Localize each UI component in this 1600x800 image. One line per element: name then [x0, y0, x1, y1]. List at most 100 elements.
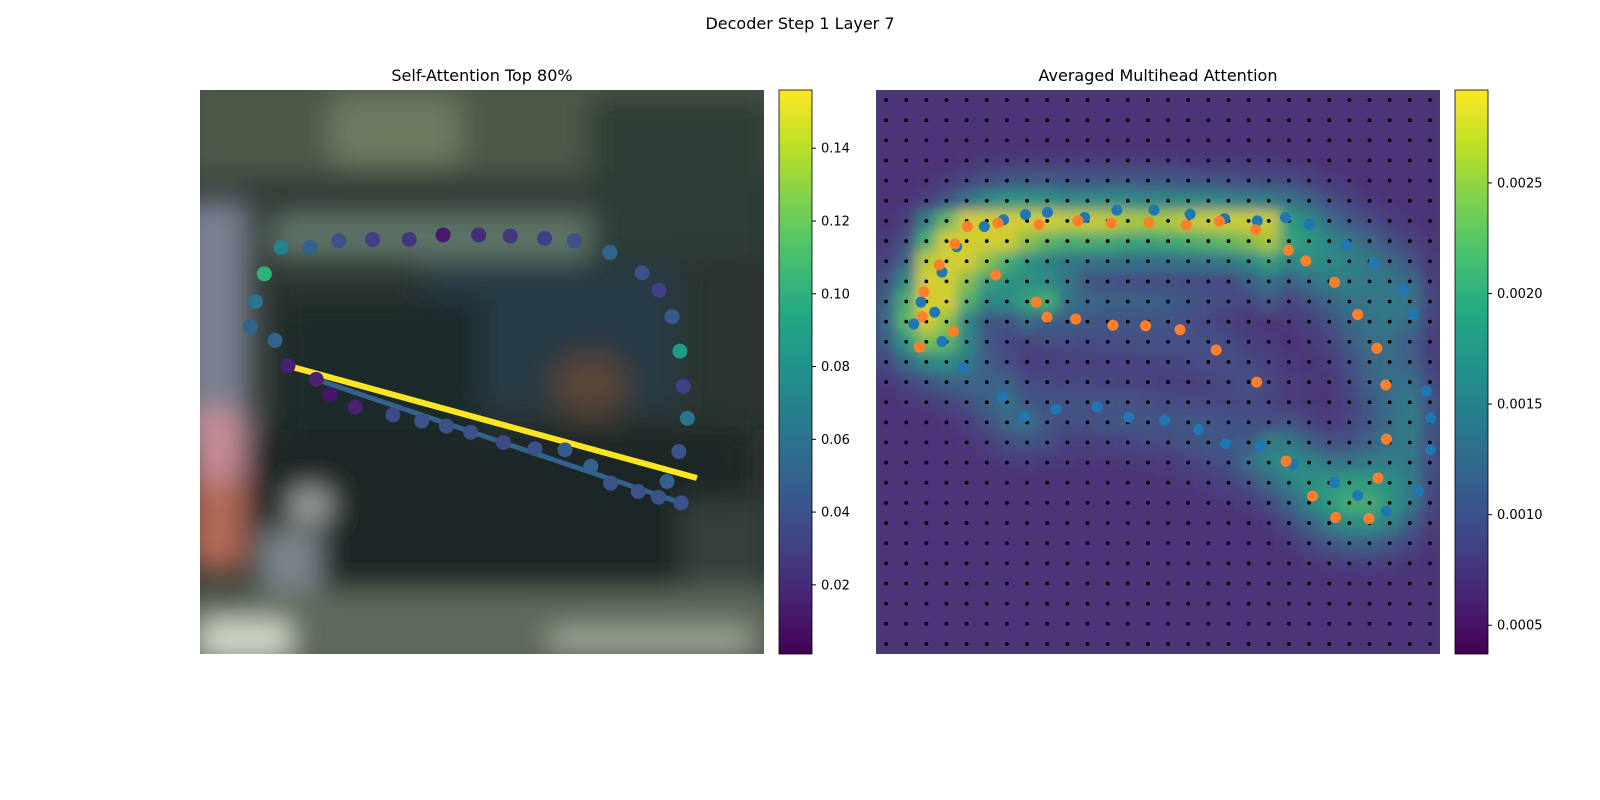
- grid-dot: [1226, 642, 1231, 646]
- grid-dot: [1367, 219, 1372, 223]
- grid-dot: [1005, 460, 1009, 465]
- keypoint-marker: [435, 227, 451, 243]
- grid-dot: [1367, 480, 1372, 485]
- keypoint-marker: [347, 399, 363, 415]
- right-panel: Averaged Multihead Attention 0.0005 0.001…: [876, 66, 1543, 655]
- grid-dot: [884, 138, 888, 143]
- keypoint-marker: [331, 233, 347, 249]
- grid-dot: [1327, 581, 1332, 586]
- grid-dot: [1287, 521, 1291, 525]
- grid-dot: [1387, 561, 1392, 566]
- grid-dot: [1186, 299, 1191, 304]
- grid-dot: [1367, 279, 1372, 284]
- grid-dot: [1287, 642, 1291, 646]
- grid-dot: [1125, 239, 1130, 243]
- blue-keypoint: [1019, 209, 1031, 221]
- left-panel: Self-Attention Top 80%: [200, 66, 850, 655]
- grid-dot: [1287, 440, 1291, 445]
- grid-dot: [1287, 581, 1291, 586]
- grid-dot: [944, 259, 949, 264]
- grid-dot: [1186, 440, 1191, 445]
- grid-dot: [1206, 541, 1211, 546]
- grid-dot: [1206, 420, 1211, 425]
- grid-dot: [1125, 178, 1130, 183]
- grid-dot: [1407, 339, 1412, 344]
- grid-dot: [1105, 259, 1110, 264]
- grid-dot: [1226, 380, 1231, 384]
- grid-dot: [1186, 541, 1191, 546]
- grid-dot: [1186, 581, 1191, 586]
- grid-dot: [1105, 541, 1110, 546]
- grid-dot: [1226, 138, 1231, 143]
- grid-dot: [1025, 239, 1029, 243]
- grid-dot: [1105, 642, 1110, 646]
- grid-dot: [1025, 98, 1029, 102]
- grid-dot: [1428, 621, 1432, 626]
- grid-dot: [884, 601, 888, 606]
- orange-keypoint: [1282, 244, 1294, 256]
- grid-dot: [904, 279, 909, 284]
- grid-dot: [1146, 299, 1150, 304]
- grid-dot: [1407, 561, 1412, 566]
- grid-dot: [964, 460, 969, 465]
- grid-dot: [1266, 440, 1271, 445]
- grid-dot: [1025, 118, 1029, 123]
- grid-dot: [1287, 480, 1291, 485]
- grid-dot: [1206, 621, 1211, 626]
- grid-dot: [1206, 480, 1211, 485]
- right-background-heatmap: [876, 90, 1440, 654]
- grid-dot: [1085, 279, 1090, 284]
- blue-keypoint: [1413, 485, 1425, 497]
- grid-dot: [1407, 601, 1412, 606]
- grid-dot: [1367, 319, 1372, 324]
- grid-dot: [1085, 561, 1090, 566]
- keypoint-marker: [651, 489, 667, 505]
- grid-dot: [1246, 541, 1251, 546]
- grid-dot: [1045, 380, 1050, 384]
- grid-dot: [1387, 521, 1392, 525]
- grid-dot: [1347, 339, 1352, 344]
- grid-dot: [1125, 521, 1130, 525]
- grid-dot: [1246, 219, 1251, 223]
- grid-dot: [1045, 158, 1050, 163]
- grid-dot: [1428, 642, 1432, 646]
- grid-dot: [984, 279, 989, 284]
- grid-dot: [1246, 501, 1251, 505]
- grid-dot: [1186, 642, 1191, 646]
- grid-dot: [1065, 360, 1070, 364]
- grid-dot: [904, 319, 909, 324]
- grid-dot: [1387, 339, 1392, 344]
- grid-dot: [1266, 259, 1271, 264]
- grid-dot: [1025, 480, 1029, 485]
- grid-dot: [1065, 581, 1070, 586]
- grid-dot: [924, 178, 929, 183]
- blue-keypoint: [957, 361, 969, 373]
- grid-dot: [1246, 239, 1251, 243]
- grid-dot: [904, 198, 909, 203]
- colorbar-tick-label: 0.0010: [1497, 508, 1543, 523]
- grid-dot: [1065, 158, 1070, 163]
- grid-dot: [1125, 642, 1130, 646]
- grid-dot: [1347, 259, 1352, 264]
- grid-dot: [1327, 118, 1332, 123]
- grid-dot: [1367, 642, 1372, 646]
- grid-dot: [1347, 319, 1352, 324]
- grid-dot: [1206, 319, 1211, 324]
- blue-keypoint: [1193, 424, 1205, 436]
- grid-dot: [1407, 501, 1412, 505]
- grid-dot: [1347, 360, 1352, 364]
- figure-suptitle: Decoder Step 1 Layer 7: [705, 14, 894, 33]
- grid-dot: [1206, 400, 1211, 405]
- grid-dot: [1367, 460, 1372, 465]
- grid-dot: [884, 98, 888, 102]
- grid-dot: [1105, 360, 1110, 364]
- grid-dot: [884, 299, 888, 304]
- grid-dot: [1005, 98, 1009, 102]
- grid-dot: [1367, 541, 1372, 546]
- grid-dot: [1105, 440, 1110, 445]
- grid-dot: [904, 380, 909, 384]
- grid-dot: [1045, 400, 1050, 405]
- grid-dot: [944, 501, 949, 505]
- grid-dot: [1025, 601, 1029, 606]
